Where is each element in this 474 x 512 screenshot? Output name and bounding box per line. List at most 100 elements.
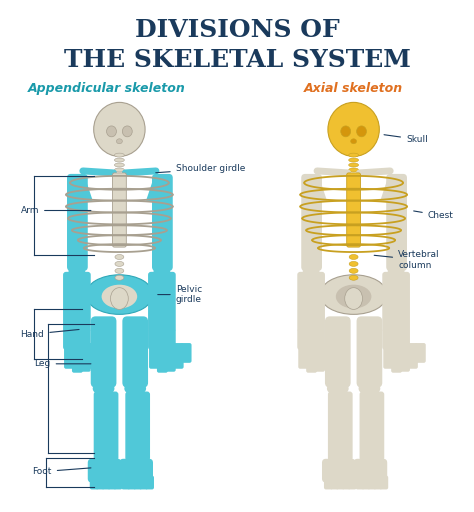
FancyBboxPatch shape xyxy=(346,173,361,247)
FancyBboxPatch shape xyxy=(356,316,382,388)
Ellipse shape xyxy=(356,126,366,137)
FancyBboxPatch shape xyxy=(297,272,313,332)
Ellipse shape xyxy=(388,266,404,276)
FancyBboxPatch shape xyxy=(298,343,309,369)
FancyBboxPatch shape xyxy=(125,392,141,461)
Polygon shape xyxy=(146,171,166,203)
FancyBboxPatch shape xyxy=(330,343,341,363)
FancyBboxPatch shape xyxy=(80,343,91,372)
Ellipse shape xyxy=(124,381,146,395)
Ellipse shape xyxy=(101,285,137,308)
FancyBboxPatch shape xyxy=(119,459,153,482)
Ellipse shape xyxy=(115,268,124,273)
Text: Chest: Chest xyxy=(414,211,454,220)
FancyBboxPatch shape xyxy=(367,471,376,489)
Polygon shape xyxy=(380,171,400,203)
Ellipse shape xyxy=(349,168,358,172)
FancyBboxPatch shape xyxy=(324,472,333,489)
FancyBboxPatch shape xyxy=(94,392,109,461)
FancyBboxPatch shape xyxy=(63,272,79,332)
Ellipse shape xyxy=(320,275,387,314)
FancyBboxPatch shape xyxy=(309,272,325,332)
FancyBboxPatch shape xyxy=(386,174,407,271)
Polygon shape xyxy=(73,171,93,203)
Ellipse shape xyxy=(341,126,351,137)
FancyBboxPatch shape xyxy=(354,459,387,482)
Ellipse shape xyxy=(303,266,319,276)
FancyBboxPatch shape xyxy=(145,476,154,489)
Ellipse shape xyxy=(115,262,124,266)
FancyBboxPatch shape xyxy=(382,272,398,332)
FancyBboxPatch shape xyxy=(382,328,410,350)
Ellipse shape xyxy=(358,381,380,395)
Text: Hand: Hand xyxy=(20,330,79,338)
FancyBboxPatch shape xyxy=(136,392,150,461)
Ellipse shape xyxy=(114,163,124,167)
FancyBboxPatch shape xyxy=(75,272,91,332)
Ellipse shape xyxy=(115,275,124,280)
FancyBboxPatch shape xyxy=(383,343,394,369)
Text: Appendicular skeleton: Appendicular skeleton xyxy=(27,82,185,95)
FancyBboxPatch shape xyxy=(133,471,142,489)
FancyBboxPatch shape xyxy=(91,316,117,388)
FancyBboxPatch shape xyxy=(96,343,107,363)
FancyBboxPatch shape xyxy=(96,470,105,489)
FancyBboxPatch shape xyxy=(399,343,410,372)
Ellipse shape xyxy=(114,168,124,172)
Ellipse shape xyxy=(69,266,85,276)
Ellipse shape xyxy=(345,288,363,309)
FancyBboxPatch shape xyxy=(122,316,148,388)
FancyBboxPatch shape xyxy=(90,472,99,489)
FancyBboxPatch shape xyxy=(370,392,384,461)
Polygon shape xyxy=(307,171,327,203)
FancyBboxPatch shape xyxy=(88,459,121,482)
Text: Foot: Foot xyxy=(32,467,91,476)
Text: Shoulder girdle: Shoulder girdle xyxy=(156,164,245,174)
Ellipse shape xyxy=(336,285,372,308)
Ellipse shape xyxy=(349,262,358,266)
FancyBboxPatch shape xyxy=(139,473,148,489)
FancyBboxPatch shape xyxy=(148,272,164,332)
FancyBboxPatch shape xyxy=(113,476,122,489)
Ellipse shape xyxy=(110,288,128,309)
FancyBboxPatch shape xyxy=(149,343,160,369)
FancyBboxPatch shape xyxy=(165,343,176,372)
FancyBboxPatch shape xyxy=(105,392,118,461)
Text: Leg: Leg xyxy=(35,359,91,368)
FancyBboxPatch shape xyxy=(348,476,356,489)
FancyBboxPatch shape xyxy=(306,343,317,373)
Text: Vertebral
column: Vertebral column xyxy=(374,250,440,270)
FancyBboxPatch shape xyxy=(322,343,333,369)
Ellipse shape xyxy=(349,254,358,260)
Ellipse shape xyxy=(93,381,114,395)
Ellipse shape xyxy=(115,254,124,260)
FancyBboxPatch shape xyxy=(181,343,191,363)
FancyBboxPatch shape xyxy=(121,472,130,489)
FancyBboxPatch shape xyxy=(360,392,375,461)
Ellipse shape xyxy=(86,275,153,314)
Ellipse shape xyxy=(349,275,358,280)
Ellipse shape xyxy=(349,153,358,157)
FancyBboxPatch shape xyxy=(314,343,325,372)
FancyBboxPatch shape xyxy=(356,472,365,489)
Text: Axial skeleton: Axial skeleton xyxy=(304,82,403,95)
FancyBboxPatch shape xyxy=(342,473,351,489)
FancyBboxPatch shape xyxy=(67,174,88,271)
FancyBboxPatch shape xyxy=(108,473,117,489)
FancyBboxPatch shape xyxy=(160,272,176,332)
Ellipse shape xyxy=(351,139,356,144)
FancyBboxPatch shape xyxy=(407,343,418,369)
Ellipse shape xyxy=(117,139,122,144)
FancyBboxPatch shape xyxy=(322,459,356,482)
FancyBboxPatch shape xyxy=(328,392,344,461)
Text: Arm: Arm xyxy=(20,206,91,215)
Text: Skull: Skull xyxy=(384,135,428,144)
Text: DIVISIONS OF: DIVISIONS OF xyxy=(135,18,339,42)
FancyBboxPatch shape xyxy=(148,328,176,350)
FancyBboxPatch shape xyxy=(330,470,339,489)
Text: Pelvic
girdle: Pelvic girdle xyxy=(158,285,202,304)
Ellipse shape xyxy=(349,268,358,273)
Ellipse shape xyxy=(328,102,379,156)
Ellipse shape xyxy=(107,126,117,137)
Ellipse shape xyxy=(349,163,358,167)
